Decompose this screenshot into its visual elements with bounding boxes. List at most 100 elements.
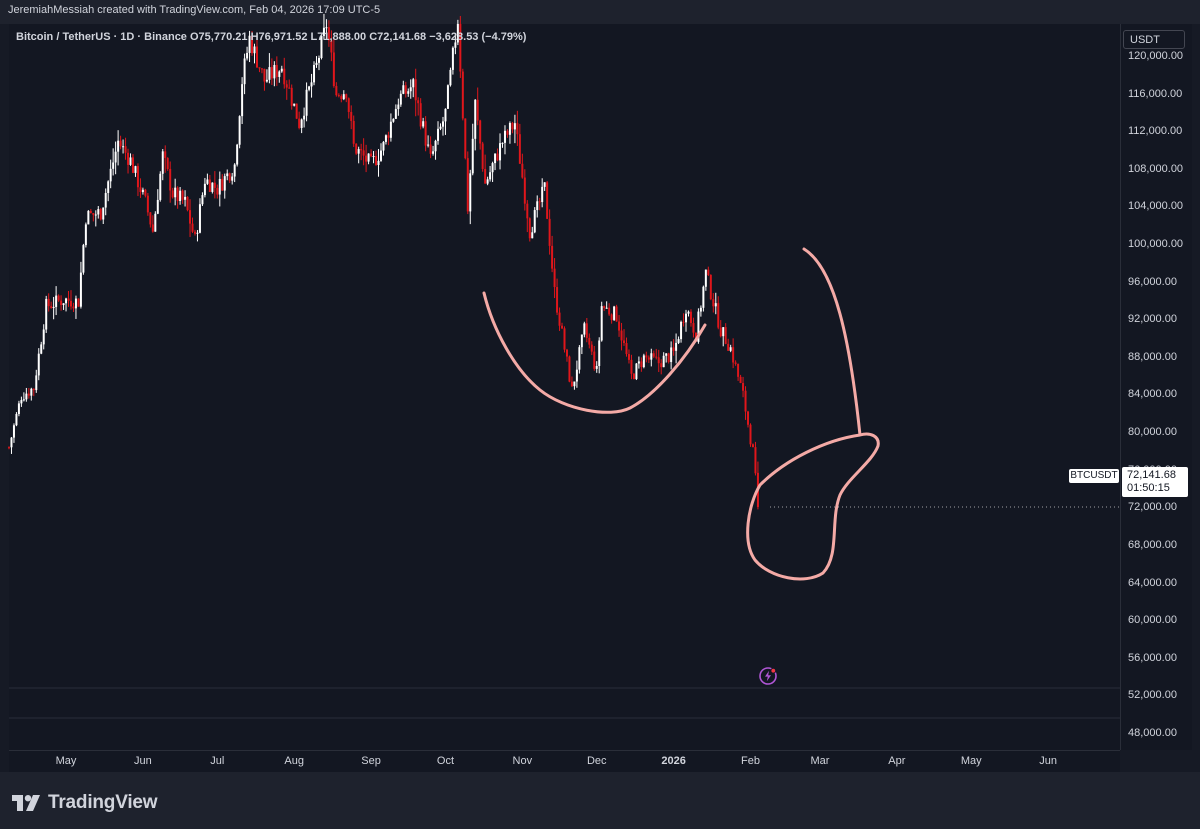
candle-body	[682, 321, 685, 323]
candle-body	[203, 183, 206, 196]
candle-body	[660, 363, 663, 368]
legend-open: O75,770.21	[190, 31, 248, 43]
candle-body	[102, 207, 105, 220]
candle-body	[747, 411, 750, 425]
time-tick-label: Dec	[586, 755, 607, 767]
candle-body	[513, 123, 516, 130]
candle-body	[570, 381, 573, 387]
candle-body	[652, 353, 655, 357]
candle-body	[208, 179, 211, 192]
candle-body	[496, 153, 499, 161]
candle-body	[454, 42, 457, 48]
candle-body	[578, 347, 581, 370]
candle-body	[231, 176, 234, 181]
candle-body	[193, 231, 196, 234]
price-tick-label: 96,000.00	[1128, 275, 1177, 288]
candle-body	[55, 295, 58, 307]
price-tick-label: 48,000.00	[1128, 727, 1177, 739]
candle-body	[99, 209, 102, 220]
brand-logo[interactable]: TradingView	[12, 792, 158, 814]
candle-body	[481, 143, 484, 169]
time-tick-label: Apr	[888, 755, 906, 767]
candle-body	[645, 355, 648, 358]
candle-body	[79, 272, 82, 307]
candle-body	[429, 144, 432, 154]
currency-button[interactable]: USDT	[1123, 30, 1185, 49]
symbol-price-tag: BTCUSDT	[1069, 469, 1119, 483]
candle-body	[456, 23, 459, 43]
candle-body	[65, 298, 68, 304]
candle-body	[697, 311, 700, 342]
candle-body	[372, 156, 375, 158]
price-tick-label: 68,000.00	[1128, 538, 1177, 551]
candle-body	[670, 347, 673, 363]
candle-body	[107, 181, 110, 194]
candle-body	[474, 99, 477, 139]
candle-body	[449, 69, 452, 86]
candle-body	[404, 85, 407, 94]
candle-body	[50, 306, 53, 308]
price-tick-label: 72,000.00	[1128, 501, 1177, 514]
candle-body	[8, 447, 10, 449]
candle-body	[642, 355, 645, 368]
candle-body	[503, 130, 506, 143]
candle-body	[461, 71, 464, 119]
candle-body	[501, 142, 504, 144]
candle-body	[486, 179, 489, 184]
candle-body	[72, 306, 75, 309]
candle-body	[335, 86, 338, 96]
price-tick-label: 64,000.00	[1128, 576, 1177, 589]
candle-body	[394, 109, 397, 119]
bar-countdown: 01:50:15	[1127, 482, 1170, 494]
price-axis[interactable]	[1120, 24, 1192, 750]
candle-body	[97, 209, 100, 215]
candle-body	[141, 189, 144, 193]
candle-body	[414, 79, 417, 101]
candle-body	[662, 355, 665, 368]
candle-body	[196, 232, 199, 234]
time-axis[interactable]	[9, 750, 1120, 773]
legend-high: H76,971.52	[250, 31, 308, 43]
candle-body	[707, 269, 710, 275]
candle-body	[384, 135, 387, 142]
candle-body	[156, 199, 159, 214]
rounded-bottom-drawing	[482, 291, 707, 414]
candle-body	[216, 187, 219, 195]
candle-body	[166, 157, 169, 169]
time-tick-label: Feb	[741, 755, 760, 767]
candle-body	[379, 150, 382, 161]
price-tick-label: 84,000.00	[1128, 388, 1177, 401]
candle-body	[441, 121, 444, 127]
symbol-legend: Bitcoin / TetherUS · 1D · Binance O75,77…	[16, 31, 526, 43]
candle-body	[466, 158, 469, 212]
candle-body	[459, 23, 462, 72]
candle-body	[12, 425, 15, 438]
candle-body	[42, 329, 45, 345]
candle-body	[392, 118, 395, 122]
candle-body	[575, 369, 578, 382]
candle-body	[293, 103, 296, 106]
time-tick-label: Jun	[1039, 755, 1057, 767]
candle-body	[114, 151, 117, 163]
candle-body	[67, 298, 70, 301]
chart-pane[interactable]	[9, 24, 1120, 750]
candle-body	[171, 190, 174, 198]
candle-body	[260, 68, 263, 70]
candle-body	[729, 347, 732, 351]
candle-body	[422, 121, 425, 127]
candle-body	[243, 58, 246, 85]
candle-body	[221, 178, 224, 191]
flash-news-icon[interactable]	[758, 666, 778, 686]
candle-body	[40, 344, 43, 354]
candle-body	[211, 182, 214, 192]
candle-body	[228, 173, 231, 181]
candle-body	[699, 307, 702, 312]
candle-body	[52, 306, 55, 308]
candle-body	[273, 65, 276, 79]
candle-body	[176, 187, 179, 202]
candle-body	[355, 143, 358, 154]
legend-close: C72,141.68	[369, 31, 427, 43]
candle-body	[536, 201, 539, 211]
time-tick-label: May	[960, 755, 982, 767]
